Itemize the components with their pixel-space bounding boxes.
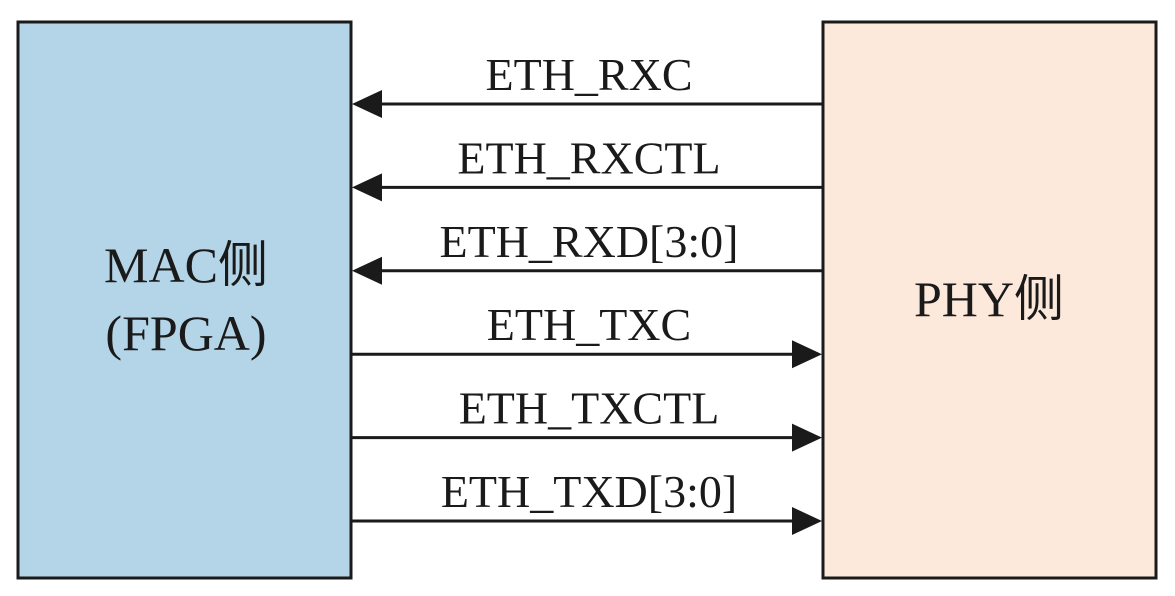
- signal-eth-txc: ETH_TXC: [352, 299, 822, 369]
- signal-label: ETH_RXD[3:0]: [440, 216, 739, 267]
- arrowhead-left-icon: [352, 90, 382, 118]
- arrowhead-right-icon: [792, 340, 822, 369]
- arrowhead-left-icon: [352, 256, 382, 285]
- signal-label: ETH_RXCTL: [457, 132, 720, 183]
- signal-label: ETH_TXCTL: [459, 383, 720, 434]
- signal-lines: ETH_RXC ETH_RXCTL ETH_RXD[3:0] ETH_TXC ETH_T…: [352, 49, 822, 535]
- arrowhead-right-icon: [792, 423, 822, 452]
- signal-label: ETH_TXC: [487, 299, 691, 350]
- mac-block: MAC侧 (FPGA): [16, 20, 353, 580]
- mac-block-sublabel: (FPGA): [105, 305, 266, 361]
- signal-eth-rxc: ETH_RXC: [352, 49, 822, 118]
- arrowhead-right-icon: [792, 507, 822, 535]
- signal-label: ETH_TXD[3:0]: [441, 466, 737, 517]
- phy-block-box: [821, 20, 1158, 580]
- mac-block-label: MAC侧: [104, 237, 268, 293]
- signal-eth-rxd-3-0: ETH_RXD[3:0]: [352, 216, 822, 285]
- phy-block-label: PHY侧: [914, 271, 1064, 327]
- signal-eth-rxctl: ETH_RXCTL: [352, 132, 822, 202]
- mac-block-box: [16, 20, 353, 580]
- signal-label: ETH_RXC: [486, 49, 693, 100]
- arrowhead-left-icon: [352, 173, 382, 202]
- phy-block: PHY侧: [821, 20, 1158, 580]
- signal-eth-txd-3-0: ETH_TXD[3:0]: [352, 466, 822, 535]
- signal-eth-txctl: ETH_TXCTL: [352, 383, 822, 452]
